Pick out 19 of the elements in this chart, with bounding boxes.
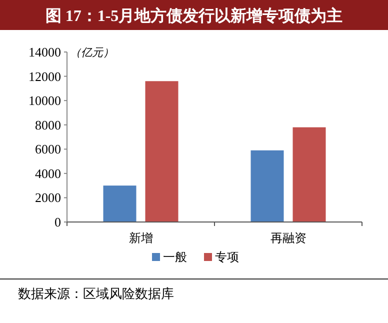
x-tick-label: 再融资 <box>270 231 306 245</box>
legend-label: 专项 <box>215 250 239 264</box>
y-axis-title: （亿元） <box>70 47 114 59</box>
chart-title: 图 17：1-5月地方债发行以新增专项债为主 <box>45 6 343 25</box>
y-tick-label: 10000 <box>28 93 61 108</box>
bar <box>250 150 284 222</box>
y-tick-label: 6000 <box>35 142 61 157</box>
y-tick-label: 14000 <box>28 44 61 60</box>
legend-label: 一般 <box>163 250 187 264</box>
bar <box>103 186 136 222</box>
x-tick-label: 新增 <box>128 231 153 245</box>
y-tick-label: 0 <box>54 214 61 230</box>
source-note: 数据来源：区域风险数据库 <box>18 286 174 301</box>
bar <box>292 127 326 222</box>
y-tick-label: 12000 <box>28 68 61 84</box>
y-tick-label: 8000 <box>35 117 61 132</box>
bar <box>145 81 178 222</box>
y-tick-label: 2000 <box>35 190 61 206</box>
y-tick-label: 4000 <box>35 166 61 181</box>
